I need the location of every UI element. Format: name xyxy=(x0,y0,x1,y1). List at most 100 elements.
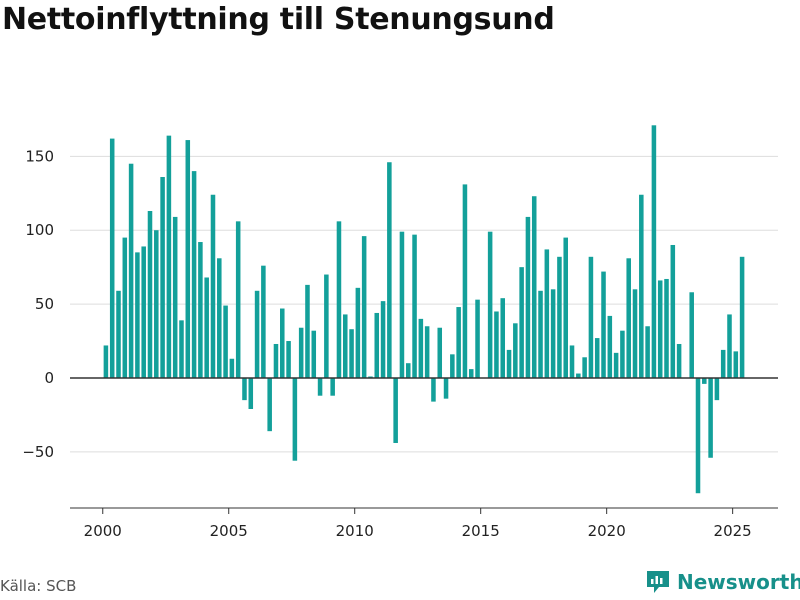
bar xyxy=(122,237,128,378)
newsworthy-logo-icon xyxy=(647,571,669,593)
bar xyxy=(298,327,304,378)
bar xyxy=(456,307,461,378)
bar xyxy=(720,349,726,378)
bar xyxy=(613,352,619,378)
bar xyxy=(544,249,550,378)
bar xyxy=(651,125,657,378)
bar xyxy=(626,258,631,378)
bar xyxy=(695,377,701,494)
bar xyxy=(475,299,480,378)
bar xyxy=(223,305,228,378)
x-tick-label: 2005 xyxy=(210,522,248,540)
bar xyxy=(437,327,443,378)
bar xyxy=(355,287,361,378)
bar xyxy=(204,277,209,378)
bars xyxy=(103,125,745,494)
bar xyxy=(563,237,568,378)
bar xyxy=(431,377,436,402)
axes: −50 0 50 100 150 2000 2005 2010 2015 2020 2025 xyxy=(22,147,778,540)
bar xyxy=(702,377,707,384)
bar xyxy=(462,184,468,378)
bar xyxy=(519,267,524,378)
bar xyxy=(569,345,575,378)
bar xyxy=(708,377,713,458)
x-tick-label: 2025 xyxy=(714,522,752,540)
bar xyxy=(657,280,663,378)
bar xyxy=(198,242,203,378)
bar xyxy=(531,196,537,378)
source-note: Källa: SCB xyxy=(0,577,77,595)
bar xyxy=(645,326,650,378)
bar xyxy=(235,221,241,378)
bar xyxy=(670,244,676,378)
bar xyxy=(109,138,115,378)
bar xyxy=(229,358,235,378)
bar xyxy=(468,369,474,378)
bar xyxy=(664,278,669,378)
bar xyxy=(557,256,562,378)
bar xyxy=(361,236,367,378)
y-tick-label: 50 xyxy=(35,295,54,313)
bar xyxy=(160,177,165,378)
bar xyxy=(632,289,638,378)
bar xyxy=(582,357,587,378)
bar xyxy=(450,354,455,378)
bar xyxy=(342,314,348,378)
bar xyxy=(336,221,342,378)
x-tick-label: 2010 xyxy=(336,522,374,540)
bar xyxy=(399,231,405,378)
bar xyxy=(116,290,121,378)
bar xyxy=(513,323,518,378)
bar xyxy=(172,216,178,378)
bar xyxy=(393,377,398,443)
bar xyxy=(191,171,197,378)
x-tick-label: 2000 xyxy=(84,522,122,540)
bar xyxy=(620,330,625,378)
bar xyxy=(374,312,380,378)
bar xyxy=(147,211,153,378)
bar xyxy=(405,363,411,378)
y-tick-label: 0 xyxy=(44,369,54,387)
y-tick-label: −50 xyxy=(22,443,54,461)
bar xyxy=(594,338,600,378)
x-tick-label: 2015 xyxy=(462,522,500,540)
bar xyxy=(267,377,272,432)
bar xyxy=(185,140,191,378)
bar xyxy=(443,377,449,399)
bar xyxy=(166,135,172,378)
bar xyxy=(324,274,329,378)
bar xyxy=(349,329,354,378)
bar xyxy=(317,377,323,396)
bar xyxy=(242,377,247,401)
bar xyxy=(739,256,745,378)
bar xyxy=(418,318,424,378)
bar xyxy=(525,216,531,378)
bar xyxy=(254,290,260,378)
bar xyxy=(538,290,543,378)
bar xyxy=(607,315,613,378)
bar xyxy=(588,256,594,378)
bar xyxy=(727,314,732,378)
bar xyxy=(330,377,335,396)
bar xyxy=(292,377,298,461)
bar xyxy=(135,252,140,378)
bar xyxy=(280,308,285,378)
bar xyxy=(141,246,146,378)
bar xyxy=(154,230,159,378)
bar xyxy=(286,341,291,378)
bar xyxy=(179,320,184,378)
bar xyxy=(676,343,682,378)
bar xyxy=(210,194,216,378)
y-tick-label: 100 xyxy=(25,221,54,239)
x-tick-label: 2020 xyxy=(588,522,626,540)
y-tick-label: 150 xyxy=(25,147,54,165)
bar xyxy=(128,163,134,378)
page-title: Nettoinflyttning till Stenungsund xyxy=(2,2,555,37)
bar xyxy=(261,265,266,378)
bar xyxy=(506,349,512,378)
bar xyxy=(500,298,506,378)
bar xyxy=(380,301,386,378)
brand[interactable]: Newsworthy xyxy=(645,569,800,595)
bar xyxy=(387,162,392,378)
bar xyxy=(714,377,720,401)
